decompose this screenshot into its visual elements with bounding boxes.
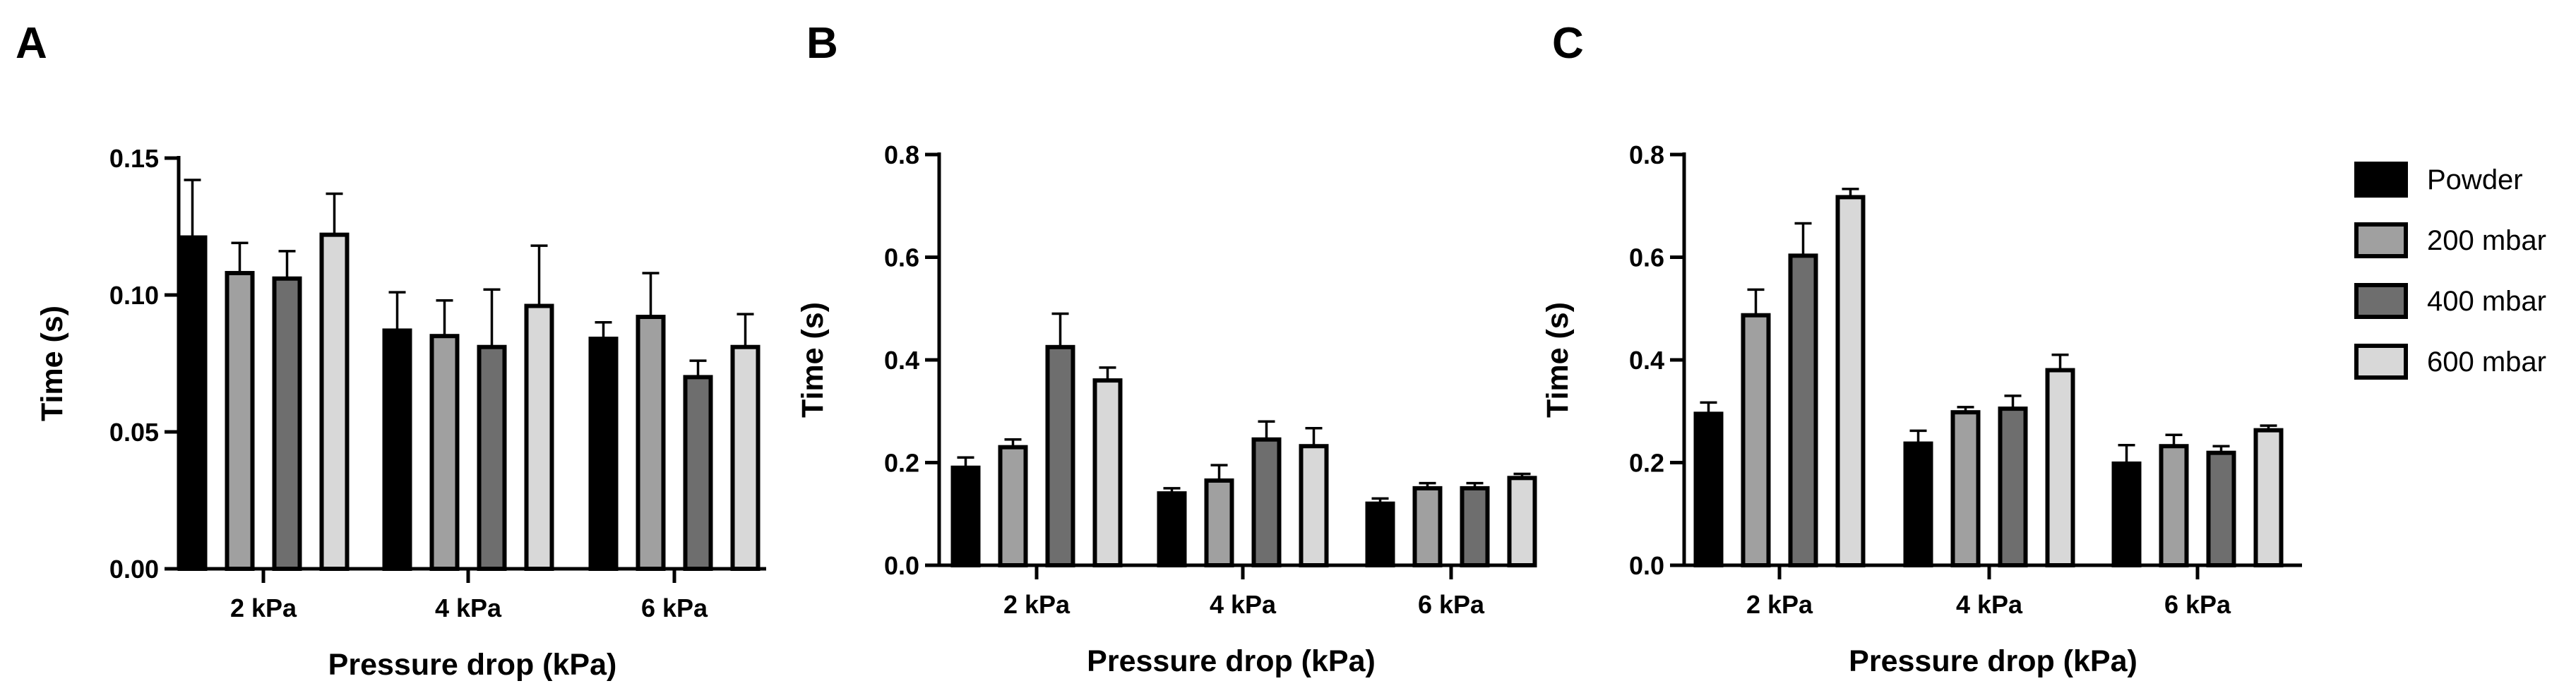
bar [2111, 461, 2142, 568]
y-axis-title: Time (s) [796, 302, 830, 418]
x-tick-label: 2 kPa [1003, 590, 1071, 619]
bar [2253, 428, 2284, 567]
y-tick-label: 0.10 [109, 281, 159, 310]
y-tick-label: 0.8 [1629, 140, 1664, 169]
legend-swatch [2354, 344, 2408, 380]
bar [950, 465, 981, 568]
bar [1903, 441, 1933, 568]
bar [636, 315, 666, 571]
bar [1998, 406, 2028, 567]
panel-label: A [16, 19, 47, 68]
bar [998, 445, 1028, 567]
x-axis-title: Pressure drop (kPa) [328, 648, 617, 682]
bar [225, 270, 255, 571]
bar [524, 303, 554, 571]
y-tick-label: 0.6 [884, 243, 919, 272]
y-tick-label: 0.15 [109, 144, 159, 173]
bar [1365, 501, 1395, 568]
bar [272, 276, 302, 571]
y-axis-title: Time (s) [35, 306, 69, 421]
bar [588, 337, 619, 571]
y-axis-title: Time (s) [1541, 302, 1575, 418]
y-tick-label: 0.2 [1629, 449, 1664, 478]
bar [1412, 486, 1443, 567]
bar [730, 344, 761, 571]
x-axis-title: Pressure drop (kPa) [1087, 644, 1376, 678]
x-tick-label: 6 kPa [641, 593, 708, 622]
bar [1251, 437, 1282, 568]
x-tick-label: 6 kPa [1418, 590, 1485, 619]
bar [1693, 411, 1724, 568]
bar [177, 235, 208, 571]
x-tick-label: 6 kPa [2164, 590, 2231, 619]
bar [319, 232, 350, 571]
y-tick-label: 0.00 [109, 555, 159, 584]
legend-swatch [2354, 283, 2408, 319]
y-tick-label: 0.05 [109, 418, 159, 447]
panel-b: B 0.0 0.2 0.4 0.6 0.8 2 kPa 4 kPa 6 kPa Pressure … [796, 19, 1537, 678]
panel-label: C [1552, 19, 1584, 68]
legend-label: 600 mbar [2427, 346, 2546, 378]
bar [1092, 378, 1123, 567]
x-tick-label: 4 kPa [435, 593, 502, 622]
x-tick-label: 4 kPa [1956, 590, 2023, 619]
bar [2159, 444, 2189, 567]
legend-label: Powder [2427, 164, 2523, 195]
panel-label: B [806, 19, 838, 68]
panel-c: C 0.0 0.2 0.4 0.6 0.8 2 kPa 4 kPa 6 kPa Pressure … [1541, 19, 2302, 678]
bar [1507, 476, 1537, 568]
bar [382, 328, 412, 571]
y-tick-label: 0.4 [884, 346, 919, 375]
legend: Powder 200 mbar 400 mbar 600 mbar [2354, 162, 2546, 380]
bar [1299, 444, 1329, 567]
x-axis-title: Pressure drop (kPa) [1849, 644, 2137, 678]
bar [1157, 491, 1187, 568]
bar [1045, 344, 1075, 567]
bar [2206, 450, 2236, 567]
y-tick-label: 0.0 [1629, 551, 1664, 580]
bar [1835, 195, 1866, 567]
y-tick-label: 0.0 [884, 551, 919, 580]
bar [1950, 410, 1981, 568]
y-tick-label: 0.6 [1629, 243, 1664, 272]
bar [477, 344, 507, 571]
bar [1788, 253, 1818, 567]
y-tick-label: 0.2 [884, 449, 919, 478]
bar [429, 334, 460, 571]
legend-swatch [2354, 162, 2408, 198]
x-tick-label: 4 kPa [1210, 590, 1277, 619]
panel-a: A 0.00 0.05 0.10 0.15 2 kPa 4 kPa 6 kPa Pressure… [16, 19, 766, 682]
x-tick-label: 2 kPa [1746, 590, 1813, 619]
bar [1741, 313, 1771, 567]
bar [2045, 368, 2075, 567]
bar [1204, 478, 1234, 568]
y-tick-label: 0.8 [884, 140, 919, 169]
legend-label: 400 mbar [2427, 286, 2546, 317]
legend-swatch [2354, 222, 2408, 258]
x-tick-label: 2 kPa [230, 593, 297, 622]
bar [683, 375, 713, 572]
legend-label: 200 mbar [2427, 225, 2546, 256]
bar [1460, 486, 1490, 567]
y-tick-label: 0.4 [1629, 346, 1664, 375]
